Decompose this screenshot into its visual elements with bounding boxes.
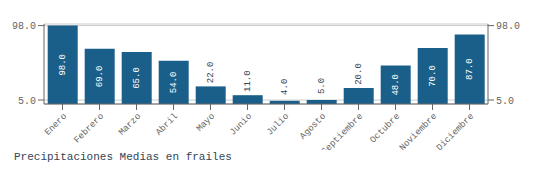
- svg-text:54.0: 54.0: [169, 72, 179, 94]
- svg-text:Agosto: Agosto: [298, 112, 328, 142]
- svg-text:Octubre: Octubre: [368, 112, 402, 146]
- svg-text:Julio: Julio: [265, 112, 291, 138]
- svg-text:70.0: 70.0: [428, 65, 438, 87]
- svg-text:11.0: 11.0: [243, 70, 253, 92]
- svg-text:Junio: Junio: [228, 112, 254, 138]
- html-text:Precipitaciones Medias en frai: Precipitaciones Medias en frailes: [14, 151, 232, 163]
- svg-text:98.0: 98.0: [496, 21, 520, 32]
- svg-text:Abril: Abril: [154, 112, 180, 138]
- svg-text:5.0: 5.0: [18, 96, 36, 107]
- svg-text:5.0: 5.0: [317, 78, 327, 94]
- svg-text:Marzo: Marzo: [117, 112, 143, 138]
- svg-text:87.0: 87.0: [465, 58, 475, 80]
- svg-text:Mayo: Mayo: [195, 112, 217, 134]
- svg-text:98.0: 98.0: [58, 54, 68, 76]
- svg-text:Enero: Enero: [43, 112, 69, 138]
- svg-text:22.0: 22.0: [206, 62, 216, 84]
- svg-text:20.0: 20.0: [354, 63, 364, 85]
- svg-text:Noviembre: Noviembre: [398, 112, 439, 150]
- svg-text:69.0: 69.0: [95, 66, 105, 88]
- svg-text:Septiembre: Septiembre: [320, 112, 365, 150]
- svg-text:Diciembre: Diciembre: [435, 112, 476, 150]
- svg-text:65.0: 65.0: [132, 67, 142, 89]
- svg-text:Febrero: Febrero: [72, 112, 106, 146]
- svg-text:4.0: 4.0: [280, 79, 290, 95]
- svg-text:48.0: 48.0: [391, 74, 401, 96]
- svg-text:5.0: 5.0: [496, 96, 514, 107]
- svg-text:98.0: 98.0: [12, 21, 36, 32]
